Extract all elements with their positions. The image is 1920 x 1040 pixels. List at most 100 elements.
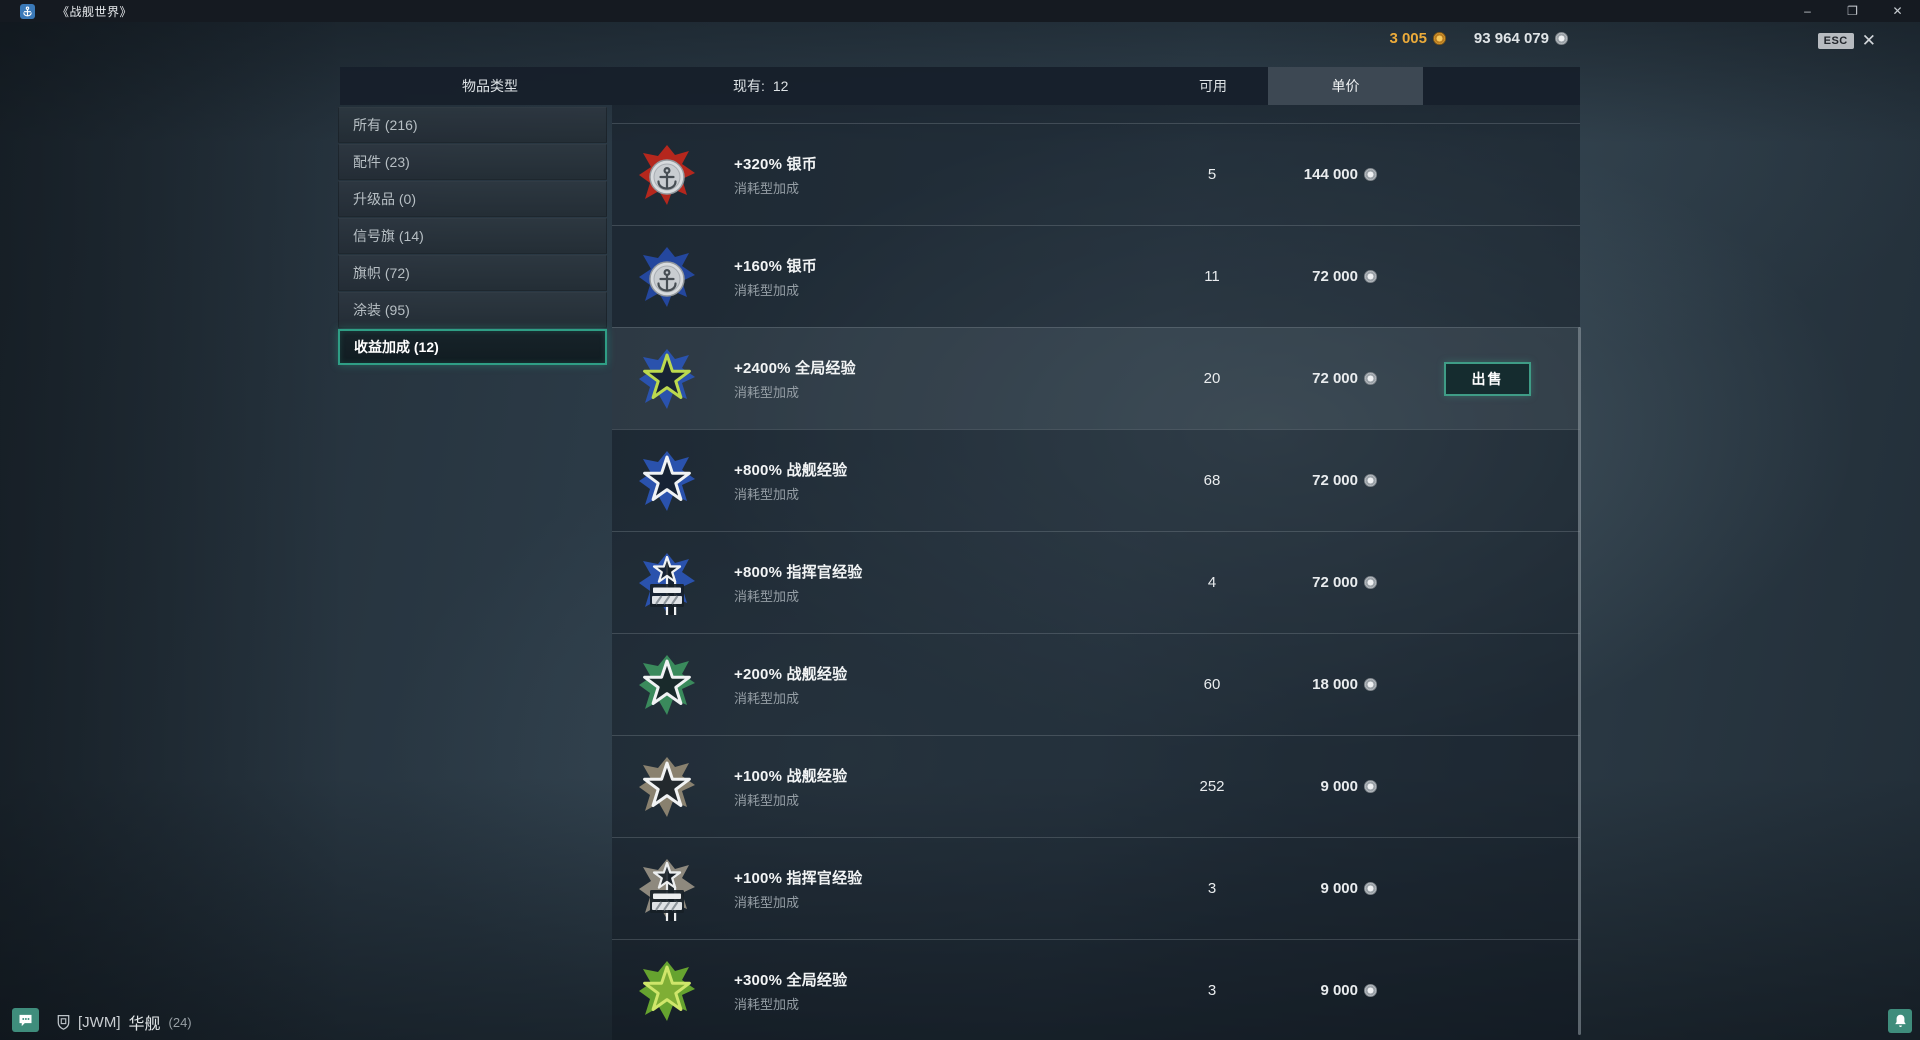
sidebar-item-signals[interactable]: 信号旗 (14) bbox=[338, 218, 607, 254]
items-panel bbox=[612, 105, 1580, 1040]
item-count: 4 bbox=[1207, 574, 1217, 591]
sidebar-item-upgrades[interactable]: 升级品 (0) bbox=[338, 181, 607, 217]
item-price: 9 000 bbox=[1320, 838, 1377, 939]
app-anchor-icon bbox=[20, 3, 35, 19]
item-price: 9 000 bbox=[1320, 736, 1377, 837]
item-price: 72 000 bbox=[1312, 532, 1377, 633]
table-row[interactable]: +300% 全局经验 消耗型加成 3 9 000 出售 bbox=[612, 939, 1580, 1040]
owned-summary: 现有: 12 bbox=[733, 67, 788, 105]
item-subtitle: 消耗型加成 bbox=[734, 690, 800, 706]
currency-bar: 3 005 93 964 079 ESC ✕ bbox=[0, 30, 1920, 56]
price-value: 9 000 bbox=[1320, 880, 1358, 897]
table-row[interactable]: +2400% 全局经验 消耗型加成 20 72 000 出售 bbox=[612, 327, 1580, 429]
ship-xp-star-icon bbox=[636, 449, 698, 513]
price-value: 9 000 bbox=[1320, 778, 1358, 795]
price-value: 18 000 bbox=[1312, 676, 1358, 693]
credits-amount: 93 964 079 bbox=[1473, 30, 1549, 47]
silver-coin-icon bbox=[1364, 882, 1377, 895]
column-unit-price-tab[interactable]: 单价 bbox=[1268, 67, 1423, 105]
item-subtitle: 消耗型加成 bbox=[734, 486, 800, 502]
price-value: 9 000 bbox=[1320, 982, 1358, 999]
clan-tag: [JWM] bbox=[78, 1013, 121, 1031]
chat-button[interactable] bbox=[12, 1008, 39, 1032]
esc-close-group[interactable]: ESC ✕ bbox=[1817, 31, 1876, 50]
item-price: 144 000 bbox=[1304, 124, 1377, 225]
ship-xp-star-icon bbox=[636, 653, 698, 717]
sidebar-item-bonuses[interactable]: 收益加成 (12) bbox=[338, 329, 607, 365]
silver-coin-icon bbox=[1364, 780, 1377, 793]
item-count: 20 bbox=[1203, 370, 1221, 387]
sidebar-item-flags[interactable]: 旗帜 (72) bbox=[338, 255, 607, 291]
credits-balance[interactable]: 93 964 079 bbox=[1474, 30, 1568, 47]
sidebar-item-all[interactable]: 所有 (216) bbox=[338, 107, 607, 143]
sidebar-item-accessories[interactable]: 配件 (23) bbox=[338, 144, 607, 180]
category-sidebar: 所有 (216) 配件 (23) 升级品 (0) 信号旗 (14) 旗帜 (72… bbox=[338, 107, 607, 366]
item-name: +100% 指挥官经验 bbox=[734, 869, 863, 887]
gold-balance[interactable]: 3 005 bbox=[1389, 30, 1446, 47]
window-title: 《战舰世界》 bbox=[57, 4, 133, 19]
item-name: +800% 战舰经验 bbox=[734, 461, 848, 479]
sell-button[interactable]: 出售 bbox=[1444, 361, 1531, 396]
item-subtitle: 消耗型加成 bbox=[734, 894, 800, 910]
port-background bbox=[0, 22, 1920, 1040]
sidebar-item-label: 涂装 (95) bbox=[353, 302, 410, 318]
items-list: +320% 银币 消耗型加成 5 144 000 出售 +160% 银币 消耗型… bbox=[612, 123, 1580, 1040]
item-name: +200% 战舰经验 bbox=[734, 665, 848, 683]
list-scrollbar[interactable] bbox=[1578, 327, 1581, 1035]
silver-coin-icon bbox=[1364, 984, 1377, 997]
table-row[interactable]: +100% 指挥官经验 消耗型加成 3 9 000 出售 bbox=[612, 837, 1580, 939]
item-name: +2400% 全局经验 bbox=[734, 359, 856, 377]
minimize-button[interactable]: – bbox=[1804, 4, 1811, 18]
gold-amount: 3 005 bbox=[1389, 30, 1427, 47]
list-header-bar: 物品类型 现有: 12 可用 单价 bbox=[340, 67, 1580, 105]
sidebar-item-label: 信号旗 (14) bbox=[353, 228, 424, 244]
price-value: 72 000 bbox=[1312, 574, 1358, 591]
notifications-bell-button[interactable] bbox=[1888, 1009, 1912, 1033]
item-subtitle: 消耗型加成 bbox=[734, 180, 800, 196]
player-name: 华舰 bbox=[128, 1016, 161, 1033]
sidebar-item-label: 所有 (216) bbox=[353, 117, 418, 133]
close-button[interactable]: ✕ bbox=[1892, 4, 1903, 18]
table-row[interactable]: +800% 战舰经验 消耗型加成 68 72 000 出售 bbox=[612, 429, 1580, 531]
sidebar-item-label: 配件 (23) bbox=[353, 154, 410, 170]
silver-coin-icon bbox=[1555, 32, 1568, 45]
player-info[interactable]: [JWM] 华舰 (24) bbox=[57, 1010, 192, 1034]
item-subtitle: 消耗型加成 bbox=[734, 588, 800, 604]
global-xp-star-icon bbox=[636, 959, 698, 1023]
item-name: +320% 银币 bbox=[734, 155, 817, 173]
sidebar-item-label: 收益加成 (12) bbox=[354, 339, 439, 355]
price-value: 72 000 bbox=[1312, 472, 1358, 489]
column-available[interactable]: 可用 bbox=[1199, 78, 1227, 94]
sidebar-item-camouflage[interactable]: 涂装 (95) bbox=[338, 292, 607, 328]
item-subtitle: 消耗型加成 bbox=[734, 792, 800, 808]
player-level: (24) bbox=[168, 1014, 192, 1030]
silver-coin-icon bbox=[1364, 678, 1377, 691]
item-count: 11 bbox=[1204, 268, 1220, 285]
owned-value: 12 bbox=[772, 78, 789, 94]
esc-key-badge[interactable]: ESC bbox=[1817, 32, 1854, 49]
table-row[interactable]: +100% 战舰经验 消耗型加成 252 9 000 出售 bbox=[612, 735, 1580, 837]
sidebar-item-label: 升级品 (0) bbox=[353, 191, 416, 207]
item-name: +800% 指挥官经验 bbox=[734, 563, 863, 581]
table-row[interactable]: +800% 指挥官经验 消耗型加成 4 72 000 出售 bbox=[612, 531, 1580, 633]
item-price: 72 000 bbox=[1312, 226, 1377, 327]
gold-coin-icon bbox=[1433, 32, 1446, 45]
price-value: 72 000 bbox=[1312, 370, 1358, 387]
column-item-type: 物品类型 bbox=[462, 78, 518, 94]
item-subtitle: 消耗型加成 bbox=[734, 282, 800, 298]
table-row[interactable]: +320% 银币 消耗型加成 5 144 000 出售 bbox=[612, 123, 1580, 225]
silver-coin-icon bbox=[1364, 576, 1377, 589]
silver-coin-icon bbox=[1364, 372, 1377, 385]
close-icon[interactable]: ✕ bbox=[1861, 31, 1876, 50]
item-price: 72 000 bbox=[1312, 328, 1377, 429]
table-row[interactable]: +160% 银币 消耗型加成 11 72 000 出售 bbox=[612, 225, 1580, 327]
silver-coin-red-ribbon-icon bbox=[636, 143, 698, 207]
item-name: +160% 银币 bbox=[734, 257, 817, 275]
restore-button[interactable]: ❐ bbox=[1847, 4, 1858, 18]
silver-coin-icon bbox=[1364, 474, 1377, 487]
item-price: 72 000 bbox=[1312, 430, 1377, 531]
silver-coin-icon bbox=[1364, 270, 1377, 283]
item-name: +100% 战舰经验 bbox=[734, 767, 848, 785]
table-row[interactable]: +200% 战舰经验 消耗型加成 60 18 000 出售 bbox=[612, 633, 1580, 735]
